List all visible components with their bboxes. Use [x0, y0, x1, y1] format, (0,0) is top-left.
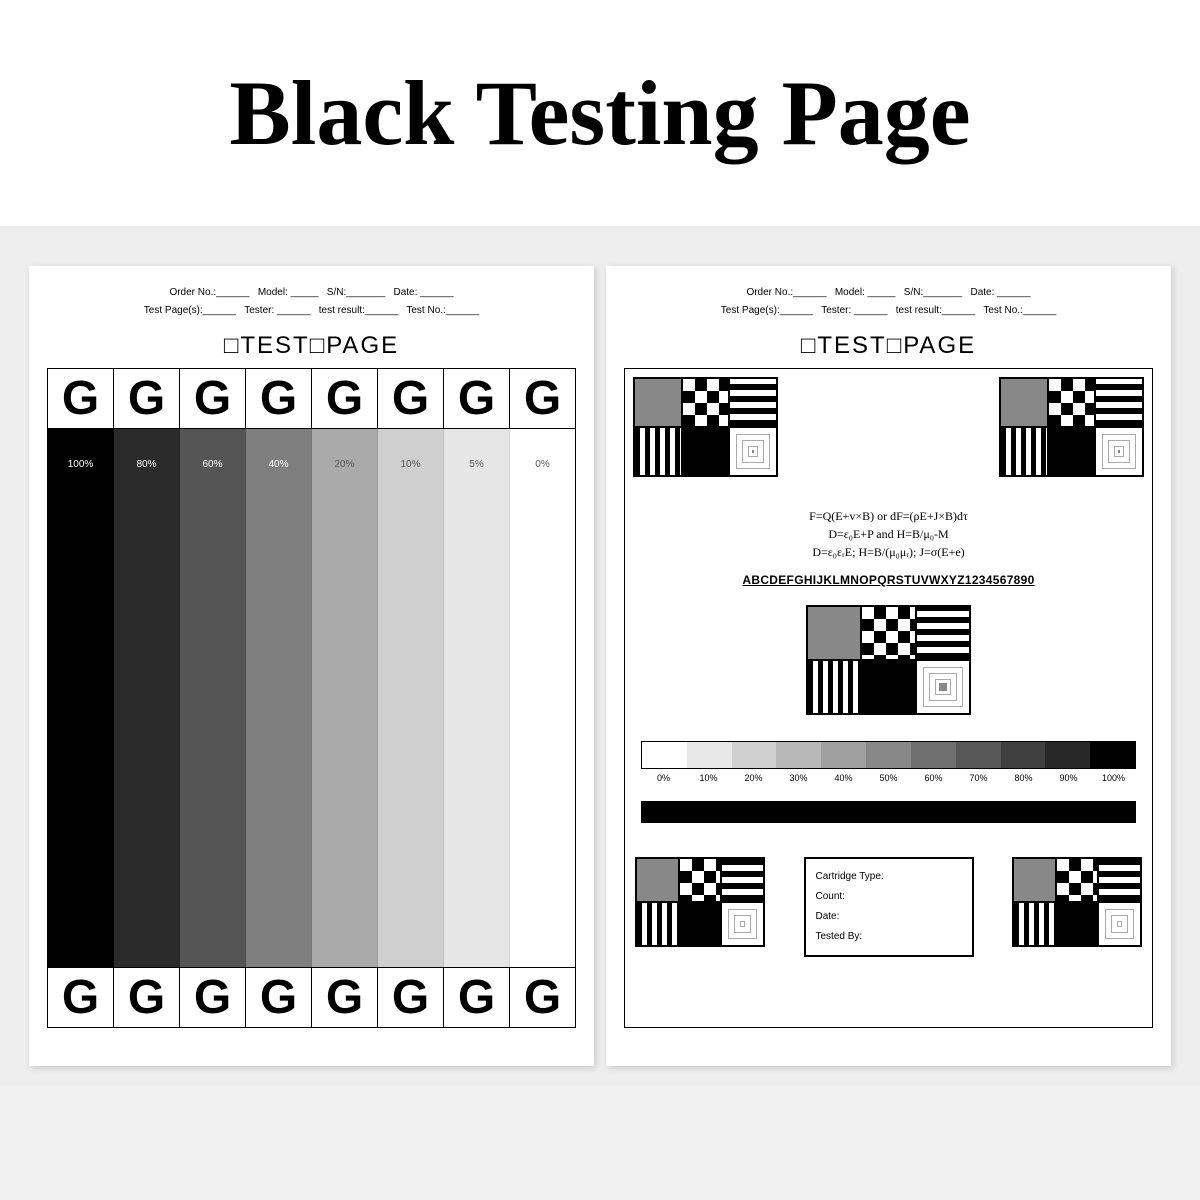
left-test-page: Order No.:______ Model: _____ S/N:______… — [29, 266, 594, 1066]
gradient-column: 20% — [312, 429, 378, 967]
solid-black-bar — [641, 801, 1136, 823]
header-line-2: Test Page(s):______ Tester: ______ test … — [721, 305, 1056, 316]
letter-cell: G — [444, 369, 510, 428]
scale-cell — [687, 742, 732, 768]
gradient-column: 10% — [378, 429, 444, 967]
letter-cell: G — [510, 968, 575, 1027]
scale-cell — [821, 742, 866, 768]
test-page-heading-left: □TEST□PAGE — [47, 332, 576, 360]
grayscale-strip — [641, 741, 1136, 769]
header-line-1: Order No.:______ Model: _____ S/N:______… — [169, 287, 453, 298]
scale-cell — [1001, 742, 1046, 768]
scale-label: 30% — [776, 773, 821, 783]
scale-label: 60% — [911, 773, 956, 783]
letter-cell: G — [114, 968, 180, 1027]
pattern-block-tl — [633, 377, 778, 477]
letter-cell: G — [378, 369, 444, 428]
letter-cell: G — [180, 369, 246, 428]
letter-cell: G — [48, 968, 114, 1027]
letter-cell: G — [510, 369, 575, 428]
pages-container: Order No.:______ Model: _____ S/N:______… — [0, 226, 1200, 1086]
scale-cell — [776, 742, 821, 768]
letter-row-top: GGGGGGGG — [48, 369, 575, 429]
formula-line: D=ε₀E+P and H=B/μ₀-M — [633, 525, 1144, 543]
gradient-grid: GGGGGGGG 100%80%60%40%20%10%5%0% GGGGGGG… — [47, 368, 576, 1028]
info-field: Cartridge Type: — [816, 867, 962, 887]
right-test-page: Order No.:______ Model: _____ S/N:______… — [606, 266, 1171, 1066]
letter-cell: G — [378, 968, 444, 1027]
scale-label: 10% — [686, 773, 731, 783]
formula-text: F=Q(E+v×B) or dF=(ρE+J×B)dτD=ε₀E+P and H… — [633, 507, 1144, 561]
scale-label: 40% — [821, 773, 866, 783]
formula-line: F=Q(E+v×B) or dF=(ρE+J×B)dτ — [633, 507, 1144, 525]
pattern-block-br — [1012, 857, 1142, 947]
info-field: Count: — [816, 887, 962, 907]
letter-cell: G — [48, 369, 114, 428]
scale-label: 70% — [956, 773, 1001, 783]
page-title: Black Testing Page — [0, 0, 1200, 226]
gradient-column: 40% — [246, 429, 312, 967]
scale-label: 20% — [731, 773, 776, 783]
scale-label: 50% — [866, 773, 911, 783]
scale-label: 90% — [1046, 773, 1091, 783]
right-content-frame: F=Q(E+v×B) or dF=(ρE+J×B)dτD=ε₀E+P and H… — [624, 368, 1153, 1028]
pattern-row-top — [633, 377, 1144, 477]
pattern-block-center — [806, 605, 971, 715]
scale-cell — [866, 742, 911, 768]
gradient-column: 5% — [444, 429, 510, 967]
letter-row-bottom: GGGGGGGG — [48, 967, 575, 1027]
scale-cell — [1045, 742, 1090, 768]
header-form-right: Order No.:______ Model: _____ S/N:______… — [624, 284, 1153, 320]
scale-label: 80% — [1001, 773, 1046, 783]
scale-label: 100% — [1091, 773, 1136, 783]
scale-label: 0% — [641, 773, 686, 783]
letter-cell: G — [246, 968, 312, 1027]
scale-cell — [911, 742, 956, 768]
pattern-center-wrap — [633, 605, 1144, 715]
letter-cell: G — [246, 369, 312, 428]
header-form-left: Order No.:______ Model: _____ S/N:______… — [47, 284, 576, 320]
header-line-1: Order No.:______ Model: _____ S/N:______… — [746, 287, 1030, 298]
scale-cell — [732, 742, 777, 768]
formula-line: D=ε₀εᵣE; H=B/(μ₀μᵣ); J=σ(E+e) — [633, 543, 1144, 561]
grayscale-labels: 0%10%20%30%40%50%60%70%80%90%100% — [641, 773, 1136, 783]
letter-cell: G — [180, 968, 246, 1027]
info-field: Tested By: — [816, 927, 962, 947]
pattern-block-tr — [999, 377, 1144, 477]
header-line-2: Test Page(s):______ Tester: ______ test … — [144, 305, 479, 316]
scale-cell — [956, 742, 1001, 768]
gradient-columns: 100%80%60%40%20%10%5%0% — [48, 429, 575, 967]
gradient-column: 60% — [180, 429, 246, 967]
alphanumeric-line: ABCDEFGHIJKLMNOPQRSTUVWXYZ1234567890 — [633, 573, 1144, 587]
info-field: Date: — [816, 907, 962, 927]
scale-cell — [642, 742, 687, 768]
pattern-row-bottom: Cartridge Type:Count:Date:Tested By: — [633, 857, 1144, 957]
pattern-block-bl — [635, 857, 765, 947]
letter-cell: G — [114, 369, 180, 428]
letter-cell: G — [312, 968, 378, 1027]
gradient-column: 80% — [114, 429, 180, 967]
info-box: Cartridge Type:Count:Date:Tested By: — [804, 857, 974, 957]
letter-cell: G — [312, 369, 378, 428]
scale-cell — [1090, 742, 1135, 768]
test-page-heading-right: □TEST□PAGE — [624, 332, 1153, 360]
gradient-column: 0% — [510, 429, 575, 967]
gradient-column: 100% — [48, 429, 114, 967]
letter-cell: G — [444, 968, 510, 1027]
